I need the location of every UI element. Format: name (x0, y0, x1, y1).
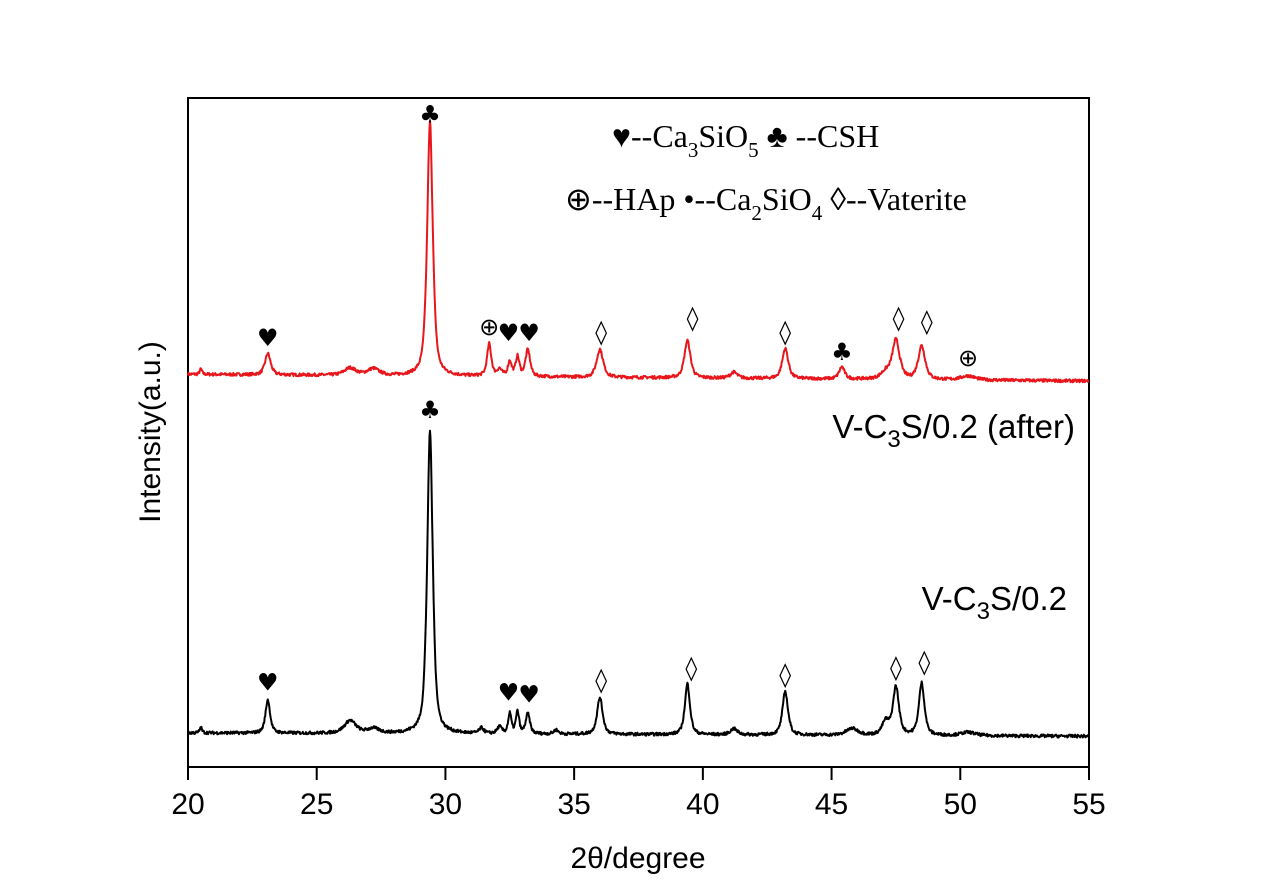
diamond-marker: ◊ (890, 653, 902, 681)
legend-label: SiO (698, 118, 748, 154)
club-marker: ♣ (419, 396, 441, 424)
diamond-marker: ◊ (687, 304, 699, 332)
x-tick-label: 45 (815, 788, 848, 821)
circled-plus-marker: ⊕ (958, 344, 978, 372)
club-icon: ♣ (767, 118, 788, 154)
club-marker: ♣ (419, 101, 441, 129)
legend-label: --Ca (631, 118, 688, 154)
club-marker: ♣ (831, 338, 853, 366)
circled-plus-icon: ⊕ (565, 181, 592, 217)
diamond-marker: ◊ (779, 661, 791, 689)
heart-marker: ♥ (257, 324, 279, 352)
legend-subscript: 4 (812, 201, 823, 225)
subscript: 3 (887, 426, 900, 453)
legend-label: --HAp (592, 181, 676, 217)
x-tick-label: 20 (171, 788, 204, 821)
label-part: S/0.2 (after) (901, 408, 1075, 445)
peak-markers: ♥♣⊕♥ ♥ ◊◊◊♣◊ ◊⊕♥♣♥ ♥◊ ◊ ◊ ◊ ◊ (257, 101, 978, 709)
heart-marker: ♥ (498, 319, 520, 347)
heart-icon: ♥ (612, 118, 631, 154)
series-curves (187, 119, 1090, 739)
diamond-icon: ◊ (830, 181, 846, 217)
legend-subscript: 2 (751, 201, 762, 225)
label-part: V-C (922, 580, 977, 617)
legend-label: SiO (762, 181, 812, 217)
series-line-0 (187, 119, 1090, 384)
x-tick-label: 35 (557, 788, 590, 821)
diamond-marker: ◊ (595, 318, 607, 346)
x-axis-title: 2θ/degree (570, 842, 705, 875)
y-axis-title: Intensity(a.u.) (134, 341, 167, 523)
circled-plus-marker: ⊕ (479, 313, 499, 341)
heart-marker: ♥ (498, 679, 520, 707)
x-tick-label: 40 (686, 788, 719, 821)
diamond-marker: ◊ (921, 307, 933, 335)
series-label-1: V-C3S/0.2 (922, 580, 1067, 625)
x-axis-ticks: 20 25 30 35 40 45 50 55 (171, 767, 1106, 821)
dot-icon: • (683, 181, 694, 217)
x-tick-label: 25 (300, 788, 333, 821)
legend: ♥--Ca3SiO5 ♣ --CSH⊕--HAp •--Ca2SiO4 ◊--Vate… (565, 118, 967, 225)
x-tick-label: 50 (944, 788, 977, 821)
legend-row: ♥--Ca3SiO5 ♣ --CSH (612, 118, 879, 162)
heart-marker: ♥ (518, 319, 540, 347)
legend-subscript: 3 (688, 138, 699, 162)
legend-subscript: 5 (748, 138, 759, 162)
plot-frame (187, 97, 1090, 768)
legend-label: --Ca (695, 181, 752, 217)
series-line-1 (187, 429, 1090, 739)
diamond-marker: ◊ (685, 654, 697, 682)
diamond-marker: ◊ (893, 304, 905, 332)
series-label-0: V-C3S/0.2 (after) (832, 408, 1075, 453)
diamond-marker: ◊ (918, 648, 930, 676)
series-labels: V-C3S/0.2 (after)V-C3S/0.2 (832, 408, 1075, 625)
heart-marker: ♥ (518, 681, 540, 709)
x-tick-label: 55 (1072, 788, 1105, 821)
legend-label: --Vaterite (846, 181, 967, 217)
diamond-marker: ◊ (779, 318, 791, 346)
subscript: 3 (977, 598, 990, 625)
legend-row: ⊕--HAp •--Ca2SiO4 ◊--Vaterite (565, 181, 967, 225)
diamond-marker: ◊ (595, 666, 607, 694)
legend-label: --CSH (788, 118, 880, 154)
heart-marker: ♥ (257, 669, 279, 697)
label-part: V-C (832, 408, 887, 445)
x-tick-label: 30 (429, 788, 462, 821)
label-part: S/0.2 (990, 580, 1067, 617)
